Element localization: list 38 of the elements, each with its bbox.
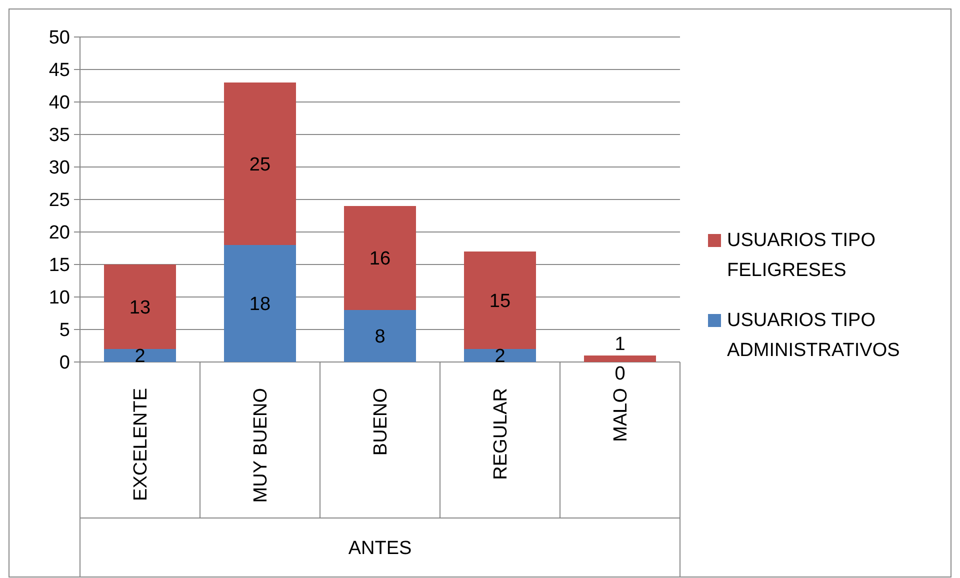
x-tick-label: MUY BUENO [250,388,272,503]
data-label: 15 [489,290,511,312]
bar [224,245,296,362]
y-tick-label: 5 [59,320,70,342]
bar [104,349,176,362]
data-label: 16 [369,248,391,270]
data-label: 18 [249,294,271,316]
bar [344,206,416,310]
x-tick-label: BUENO [370,388,392,456]
x-tick-label: EXCELENTE [130,388,152,501]
y-tick-label: 0 [59,352,70,374]
bar [584,356,656,362]
data-label: 8 [374,326,386,348]
data-label: 25 [249,154,271,176]
data-label: 1 [614,334,626,356]
bar [104,264,176,349]
data-label: 13 [129,297,151,318]
bar [464,252,536,349]
bar [224,82,296,245]
legend-label: USUARIOS TIPO FELIGRESES [727,230,876,281]
data-label: 2 [494,346,506,368]
y-tick-label: 35 [48,125,70,146]
y-tick-label: 25 [48,190,70,212]
y-tick-label: 20 [48,222,70,244]
y-tick-label: 30 [48,158,70,179]
data-label: 0 [614,364,626,385]
y-tick-label: 50 [48,28,70,49]
legend-label: USUARIOS TIPO ADMINISTRATIVOS [727,310,900,361]
y-tick-label: 15 [48,255,70,276]
bar [344,310,416,362]
y-tick-label: 10 [48,288,70,309]
x-axis-title: ANTES [348,538,412,559]
x-tick-label: MALO [610,388,632,442]
y-tick-label: 45 [48,60,70,82]
bar [464,349,536,362]
x-tick-label: REGULAR [490,388,512,480]
y-tick-label: 40 [48,92,70,114]
data-label: 2 [134,346,146,368]
